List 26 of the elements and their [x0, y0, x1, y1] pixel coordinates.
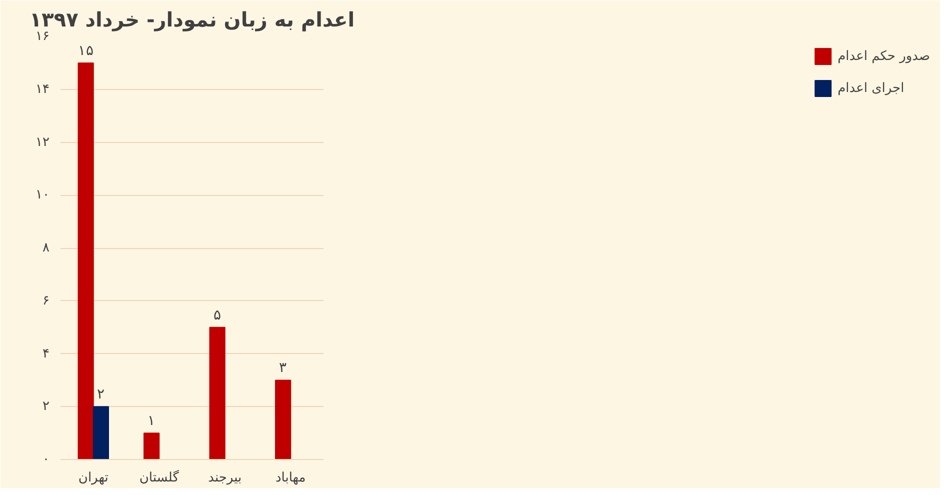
y-tick-label: ۱۰	[36, 188, 50, 203]
data-label: ۳	[279, 361, 288, 376]
bar	[92, 406, 109, 460]
y-tick-label: ۱۲	[36, 134, 50, 150]
x-tick-label: بیرجند	[208, 470, 242, 486]
data-label: ۲	[96, 388, 105, 403]
y-tick-label: ۱۴	[36, 82, 50, 97]
y-tick-label: ۴	[42, 346, 50, 362]
y-tick-label: ۲	[42, 399, 50, 414]
x-tick-label: مهاباد	[275, 470, 306, 486]
data-label: ۵	[213, 308, 222, 324]
x-tick-label: گلستان	[139, 470, 180, 486]
y-tick-label: ۰	[42, 452, 50, 467]
y-tick-label: ۱۶	[36, 29, 50, 44]
y-tick-label: ۶	[42, 293, 50, 308]
bar	[144, 432, 160, 460]
legend-label: اجرای اعدام	[838, 80, 904, 96]
bar	[78, 62, 94, 460]
x-tick-label: تهران	[78, 470, 109, 486]
bar	[209, 326, 226, 460]
chart-title: اعدام به زبان نمودار- خرداد ۱۳۹۷	[29, 8, 355, 32]
legend-label: صدور حکم اعدام	[838, 48, 930, 64]
data-label: ۱	[148, 414, 156, 430]
bar	[275, 380, 292, 460]
data-label: ۱۵	[78, 44, 94, 59]
y-tick-label: ۸	[42, 240, 50, 256]
